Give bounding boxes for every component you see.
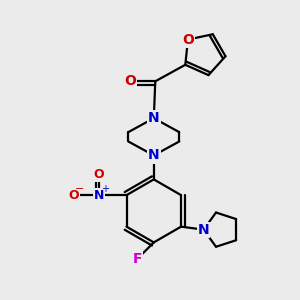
Text: N: N [148, 111, 160, 125]
Text: O: O [182, 32, 194, 46]
Text: −: − [74, 184, 84, 194]
Text: O: O [69, 189, 79, 202]
Text: N: N [148, 148, 160, 162]
Text: O: O [124, 74, 136, 88]
Text: N: N [198, 223, 209, 237]
Text: +: + [101, 184, 109, 194]
Text: O: O [94, 168, 104, 181]
Text: N: N [94, 189, 104, 202]
Text: F: F [133, 252, 142, 266]
